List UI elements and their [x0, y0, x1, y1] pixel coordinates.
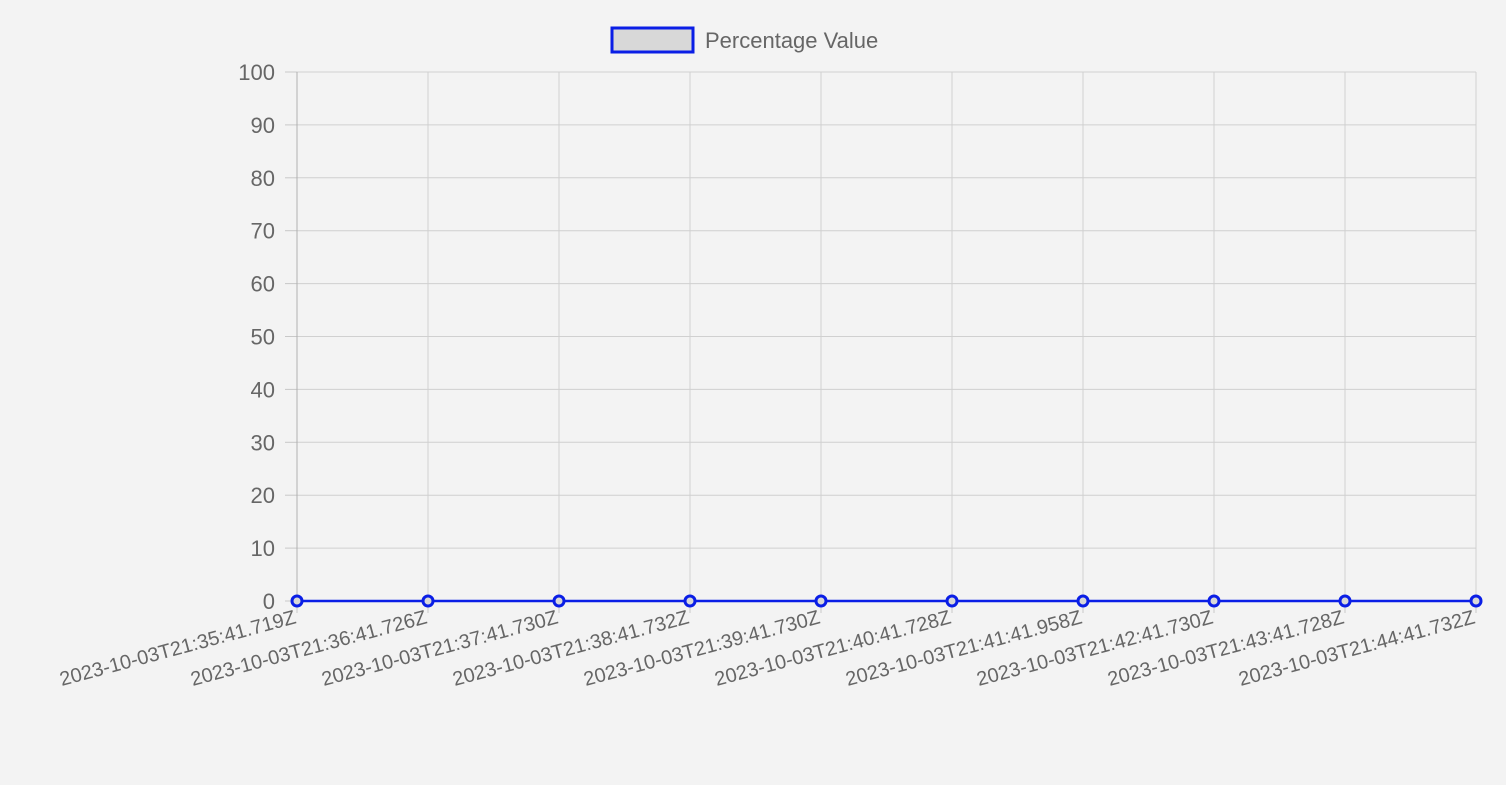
- y-tick-label: 80: [251, 166, 275, 191]
- grid-lines: [296, 71, 1477, 602]
- data-point[interactable]: [1338, 594, 1352, 608]
- x-tick-label: 2023-10-03T21:41:41.958Z: [843, 607, 1084, 691]
- data-point[interactable]: [1076, 594, 1090, 608]
- x-tick-label: 2023-10-03T21:42:41.730Z: [974, 607, 1215, 691]
- legend-swatch[interactable]: [610, 26, 695, 54]
- x-tick-label: 2023-10-03T21:36:41.726Z: [188, 607, 429, 691]
- axes: [285, 71, 1477, 613]
- y-tick-label: 10: [251, 536, 275, 561]
- series-layer: [290, 594, 1483, 608]
- x-tick-label: 2023-10-03T21:39:41.730Z: [581, 607, 822, 691]
- y-tick-label: 100: [238, 60, 275, 85]
- y-tick-label: 70: [251, 219, 275, 244]
- legend[interactable]: Percentage Value: [610, 26, 878, 54]
- data-point[interactable]: [814, 594, 828, 608]
- data-point[interactable]: [945, 594, 959, 608]
- x-tick-label: 2023-10-03T21:37:41.730Z: [319, 607, 560, 691]
- y-tick-label: 20: [251, 483, 275, 508]
- data-point[interactable]: [552, 594, 566, 608]
- x-axis-tick-labels: 2023-10-03T21:35:41.719Z2023-10-03T21:36…: [57, 607, 1477, 691]
- y-tick-label: 0: [263, 589, 275, 614]
- y-tick-label: 60: [251, 272, 275, 297]
- legend-label[interactable]: Percentage Value: [705, 28, 878, 53]
- x-tick-label: 2023-10-03T21:40:41.728Z: [712, 607, 953, 691]
- data-point[interactable]: [683, 594, 697, 608]
- x-tick-label: 2023-10-03T21:35:41.719Z: [57, 607, 298, 691]
- data-point[interactable]: [1469, 594, 1483, 608]
- y-tick-label: 90: [251, 113, 275, 138]
- data-point[interactable]: [1207, 594, 1221, 608]
- y-tick-label: 30: [251, 430, 275, 455]
- x-tick-label: 2023-10-03T21:38:41.732Z: [450, 607, 691, 691]
- y-tick-label: 40: [251, 377, 275, 402]
- data-point[interactable]: [290, 594, 304, 608]
- data-point[interactable]: [421, 594, 435, 608]
- x-tick-label: 2023-10-03T21:43:41.728Z: [1105, 607, 1346, 691]
- y-tick-label: 50: [251, 325, 275, 350]
- y-axis-tick-labels: 0 10 20 30 40 50 60 70 80 90 100: [238, 60, 275, 614]
- x-tick-label: 2023-10-03T21:44:41.732Z: [1236, 607, 1477, 691]
